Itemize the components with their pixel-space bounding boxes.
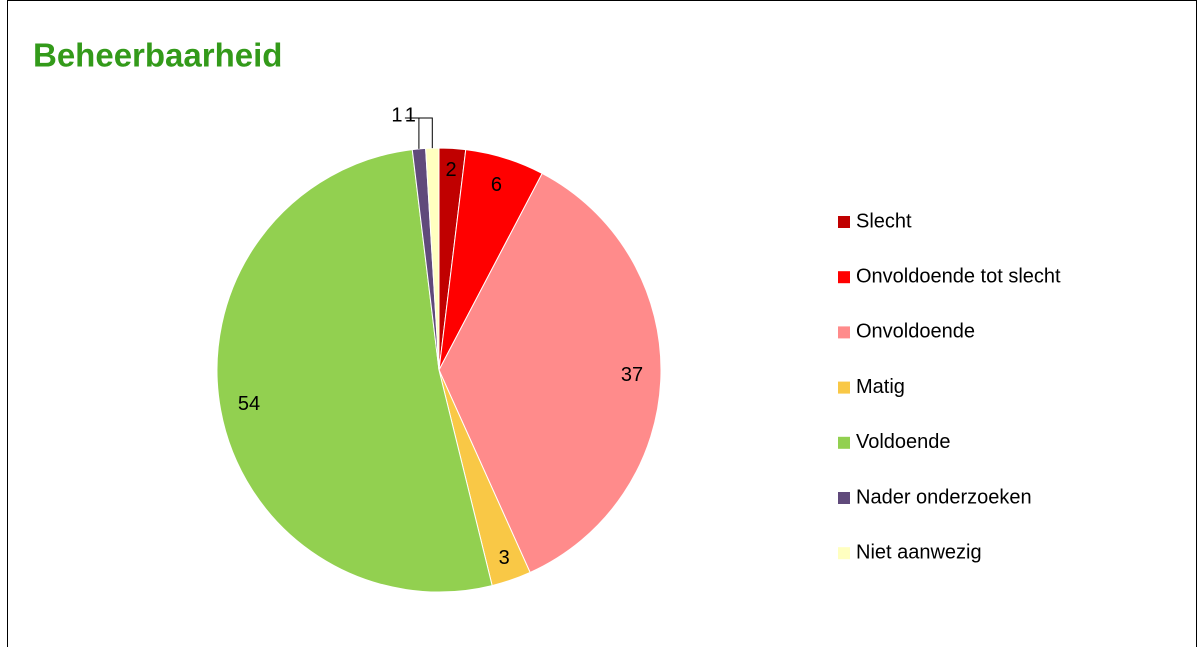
data-label: 54: [238, 393, 260, 415]
data-label: 37: [621, 364, 643, 386]
legend-swatch: [838, 326, 850, 339]
legend-swatch: [838, 216, 850, 228]
data-label: 3: [499, 547, 510, 569]
pie-slice: [216, 149, 493, 593]
legend-label: Onvoldoende tot slecht: [856, 265, 1061, 287]
legend-label: Niet aanwezig: [856, 541, 982, 563]
legend-swatch: [838, 271, 850, 284]
legend-swatch: [838, 492, 850, 504]
legend-swatch: [838, 436, 850, 449]
legend-swatch: [838, 547, 850, 560]
data-label: 2: [446, 159, 457, 181]
legend-label: Onvoldoende: [856, 321, 975, 343]
pie-slice: [438, 172, 662, 574]
data-label: 1: [391, 104, 402, 126]
legend-label: Slecht: [856, 210, 912, 232]
legend-label: Matig: [856, 376, 905, 398]
legend-swatch: [838, 381, 850, 394]
legend-label: Voldoende: [856, 431, 951, 453]
chart-title: Beheerbaarheid: [33, 37, 282, 74]
legend-label: Nader onderzoeken: [856, 486, 1032, 508]
data-label: 6: [491, 174, 502, 196]
data-label: 1: [405, 104, 416, 126]
leader-line: [418, 117, 433, 149]
